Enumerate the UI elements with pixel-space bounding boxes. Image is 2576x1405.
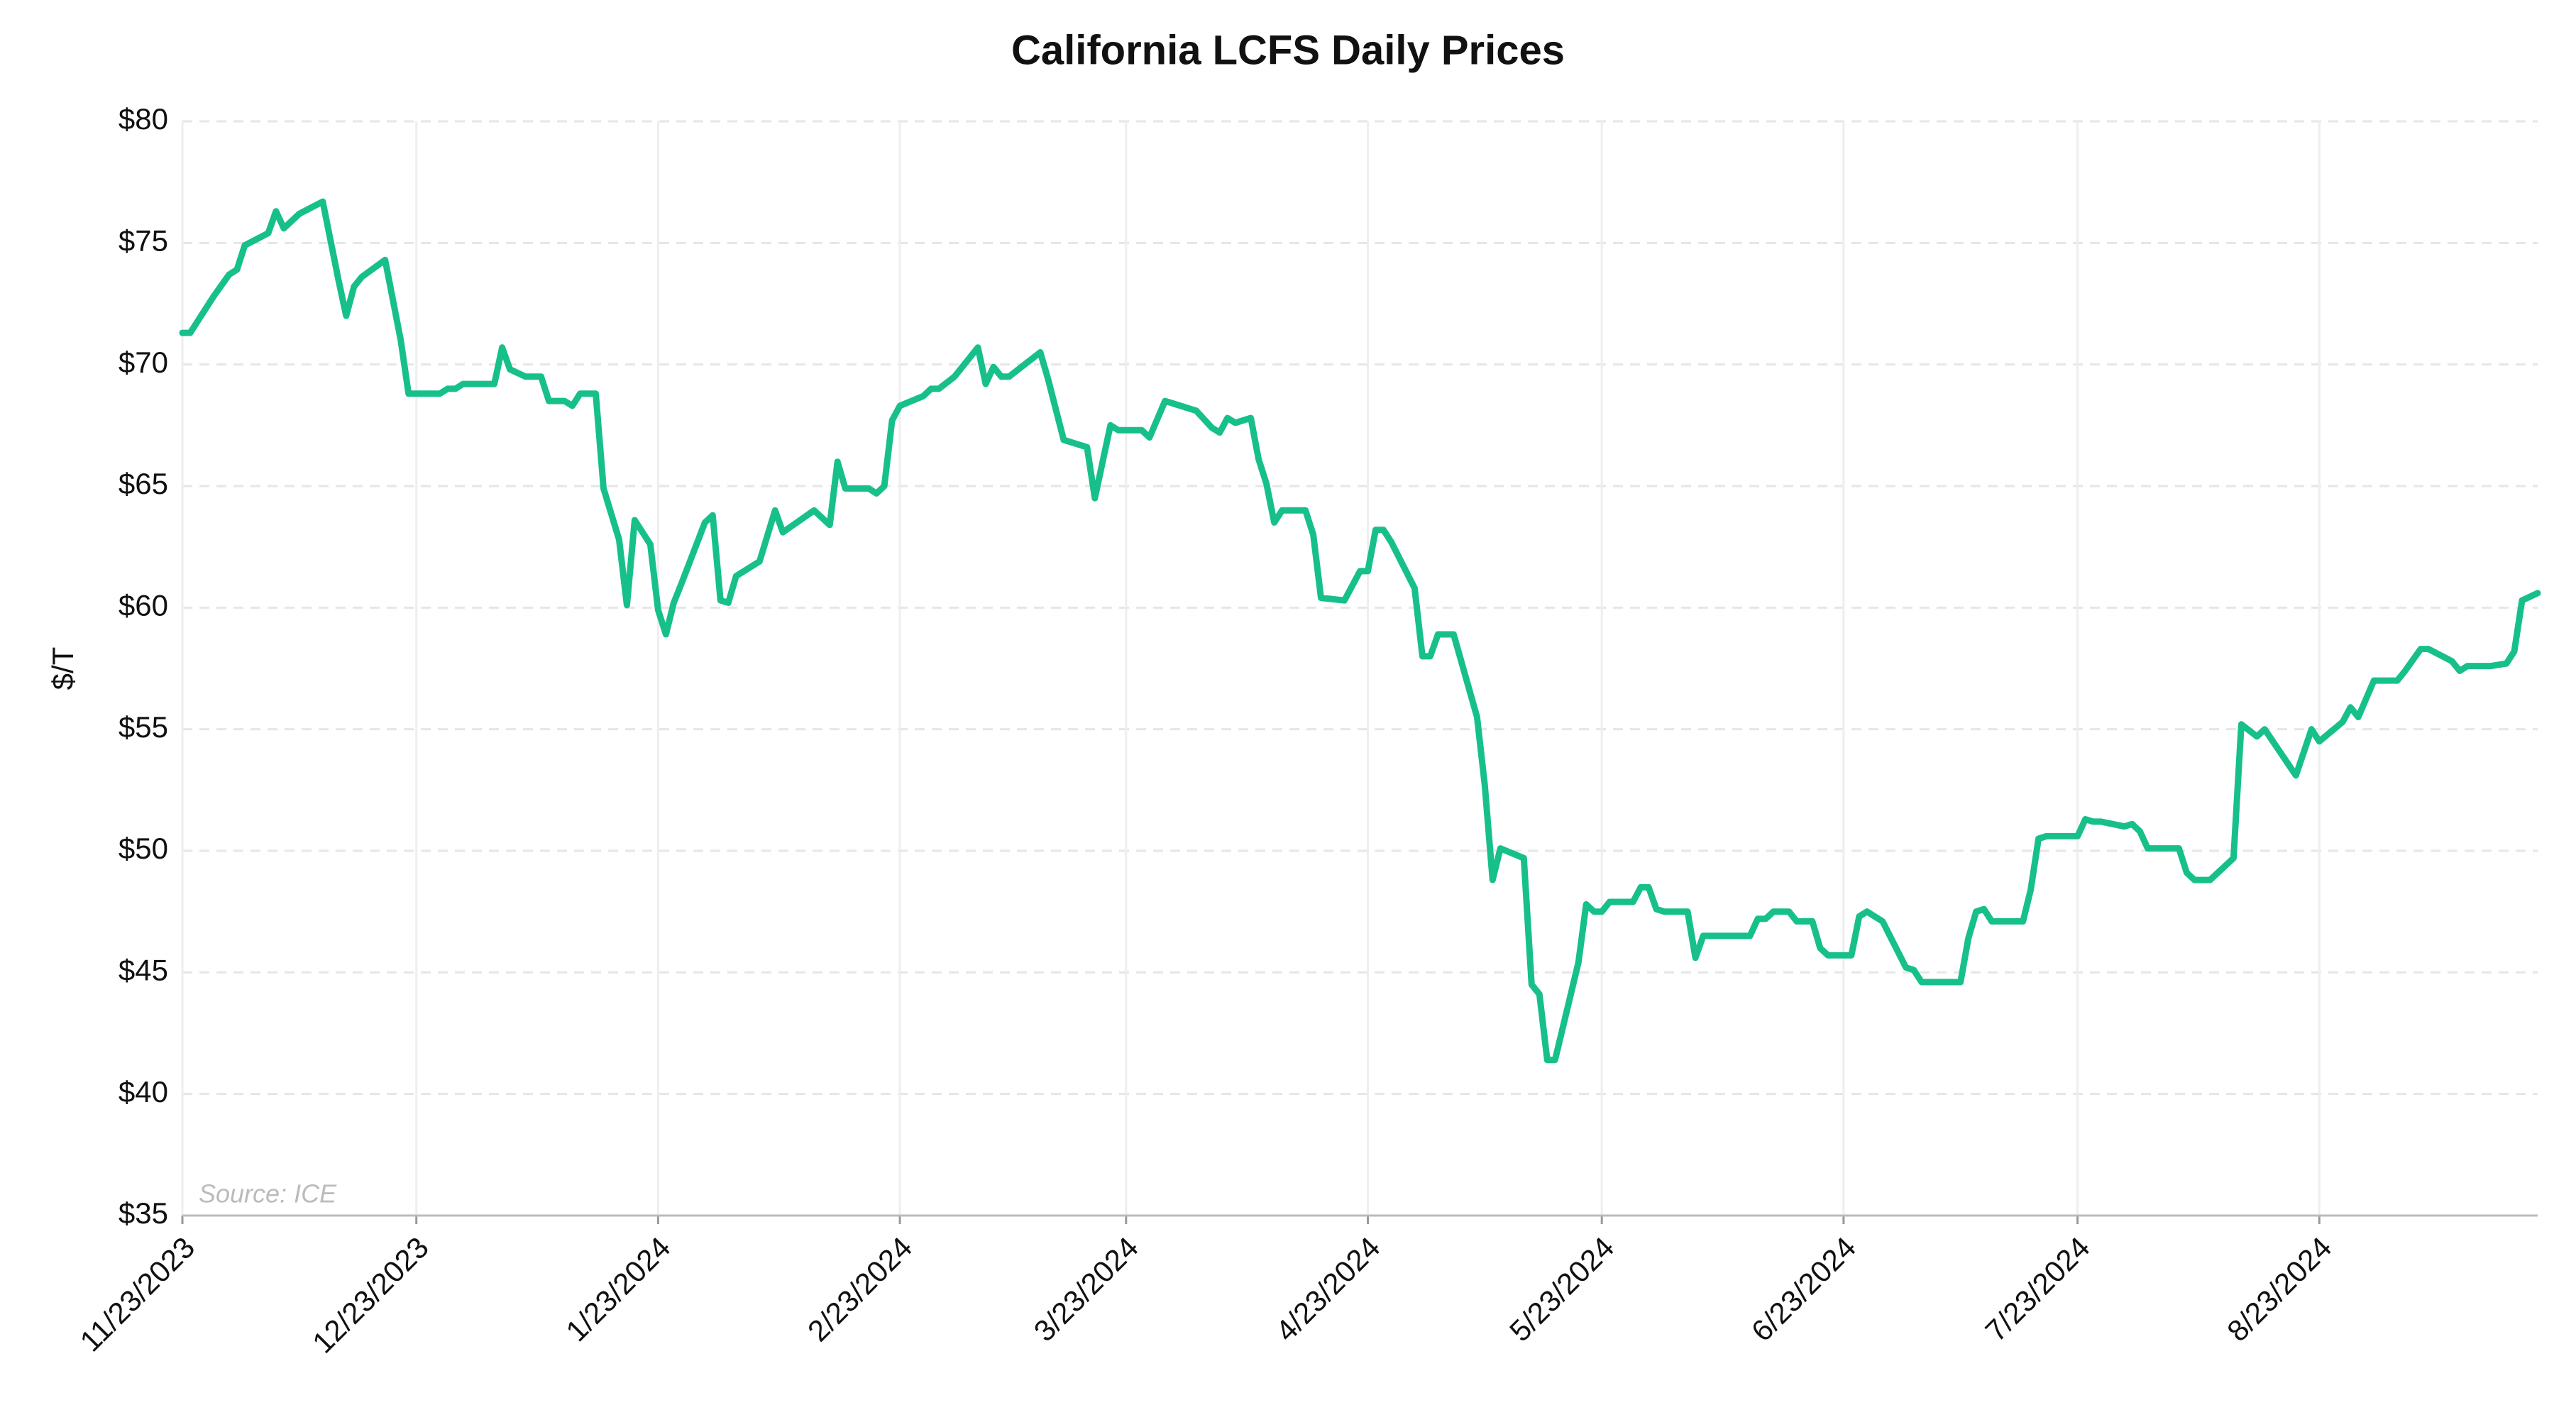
- y-tick-label: $35: [119, 1196, 168, 1230]
- y-tick-label: $75: [119, 224, 168, 257]
- y-axis-label: $/T: [46, 647, 79, 690]
- price-line: [179, 198, 2541, 1064]
- chart-title: California LCFS Daily Prices: [1011, 27, 1565, 73]
- y-tick-label: $40: [119, 1075, 168, 1108]
- y-tick-label: $65: [119, 467, 168, 500]
- y-tick-label: $45: [119, 953, 168, 986]
- source-note: Source: ICE: [199, 1179, 337, 1208]
- y-tick-label: $55: [119, 710, 168, 744]
- y-tick-label: $80: [119, 102, 168, 136]
- y-tick-label: $50: [119, 832, 168, 865]
- y-tick-label: $70: [119, 346, 168, 379]
- y-tick-label: $60: [119, 588, 168, 622]
